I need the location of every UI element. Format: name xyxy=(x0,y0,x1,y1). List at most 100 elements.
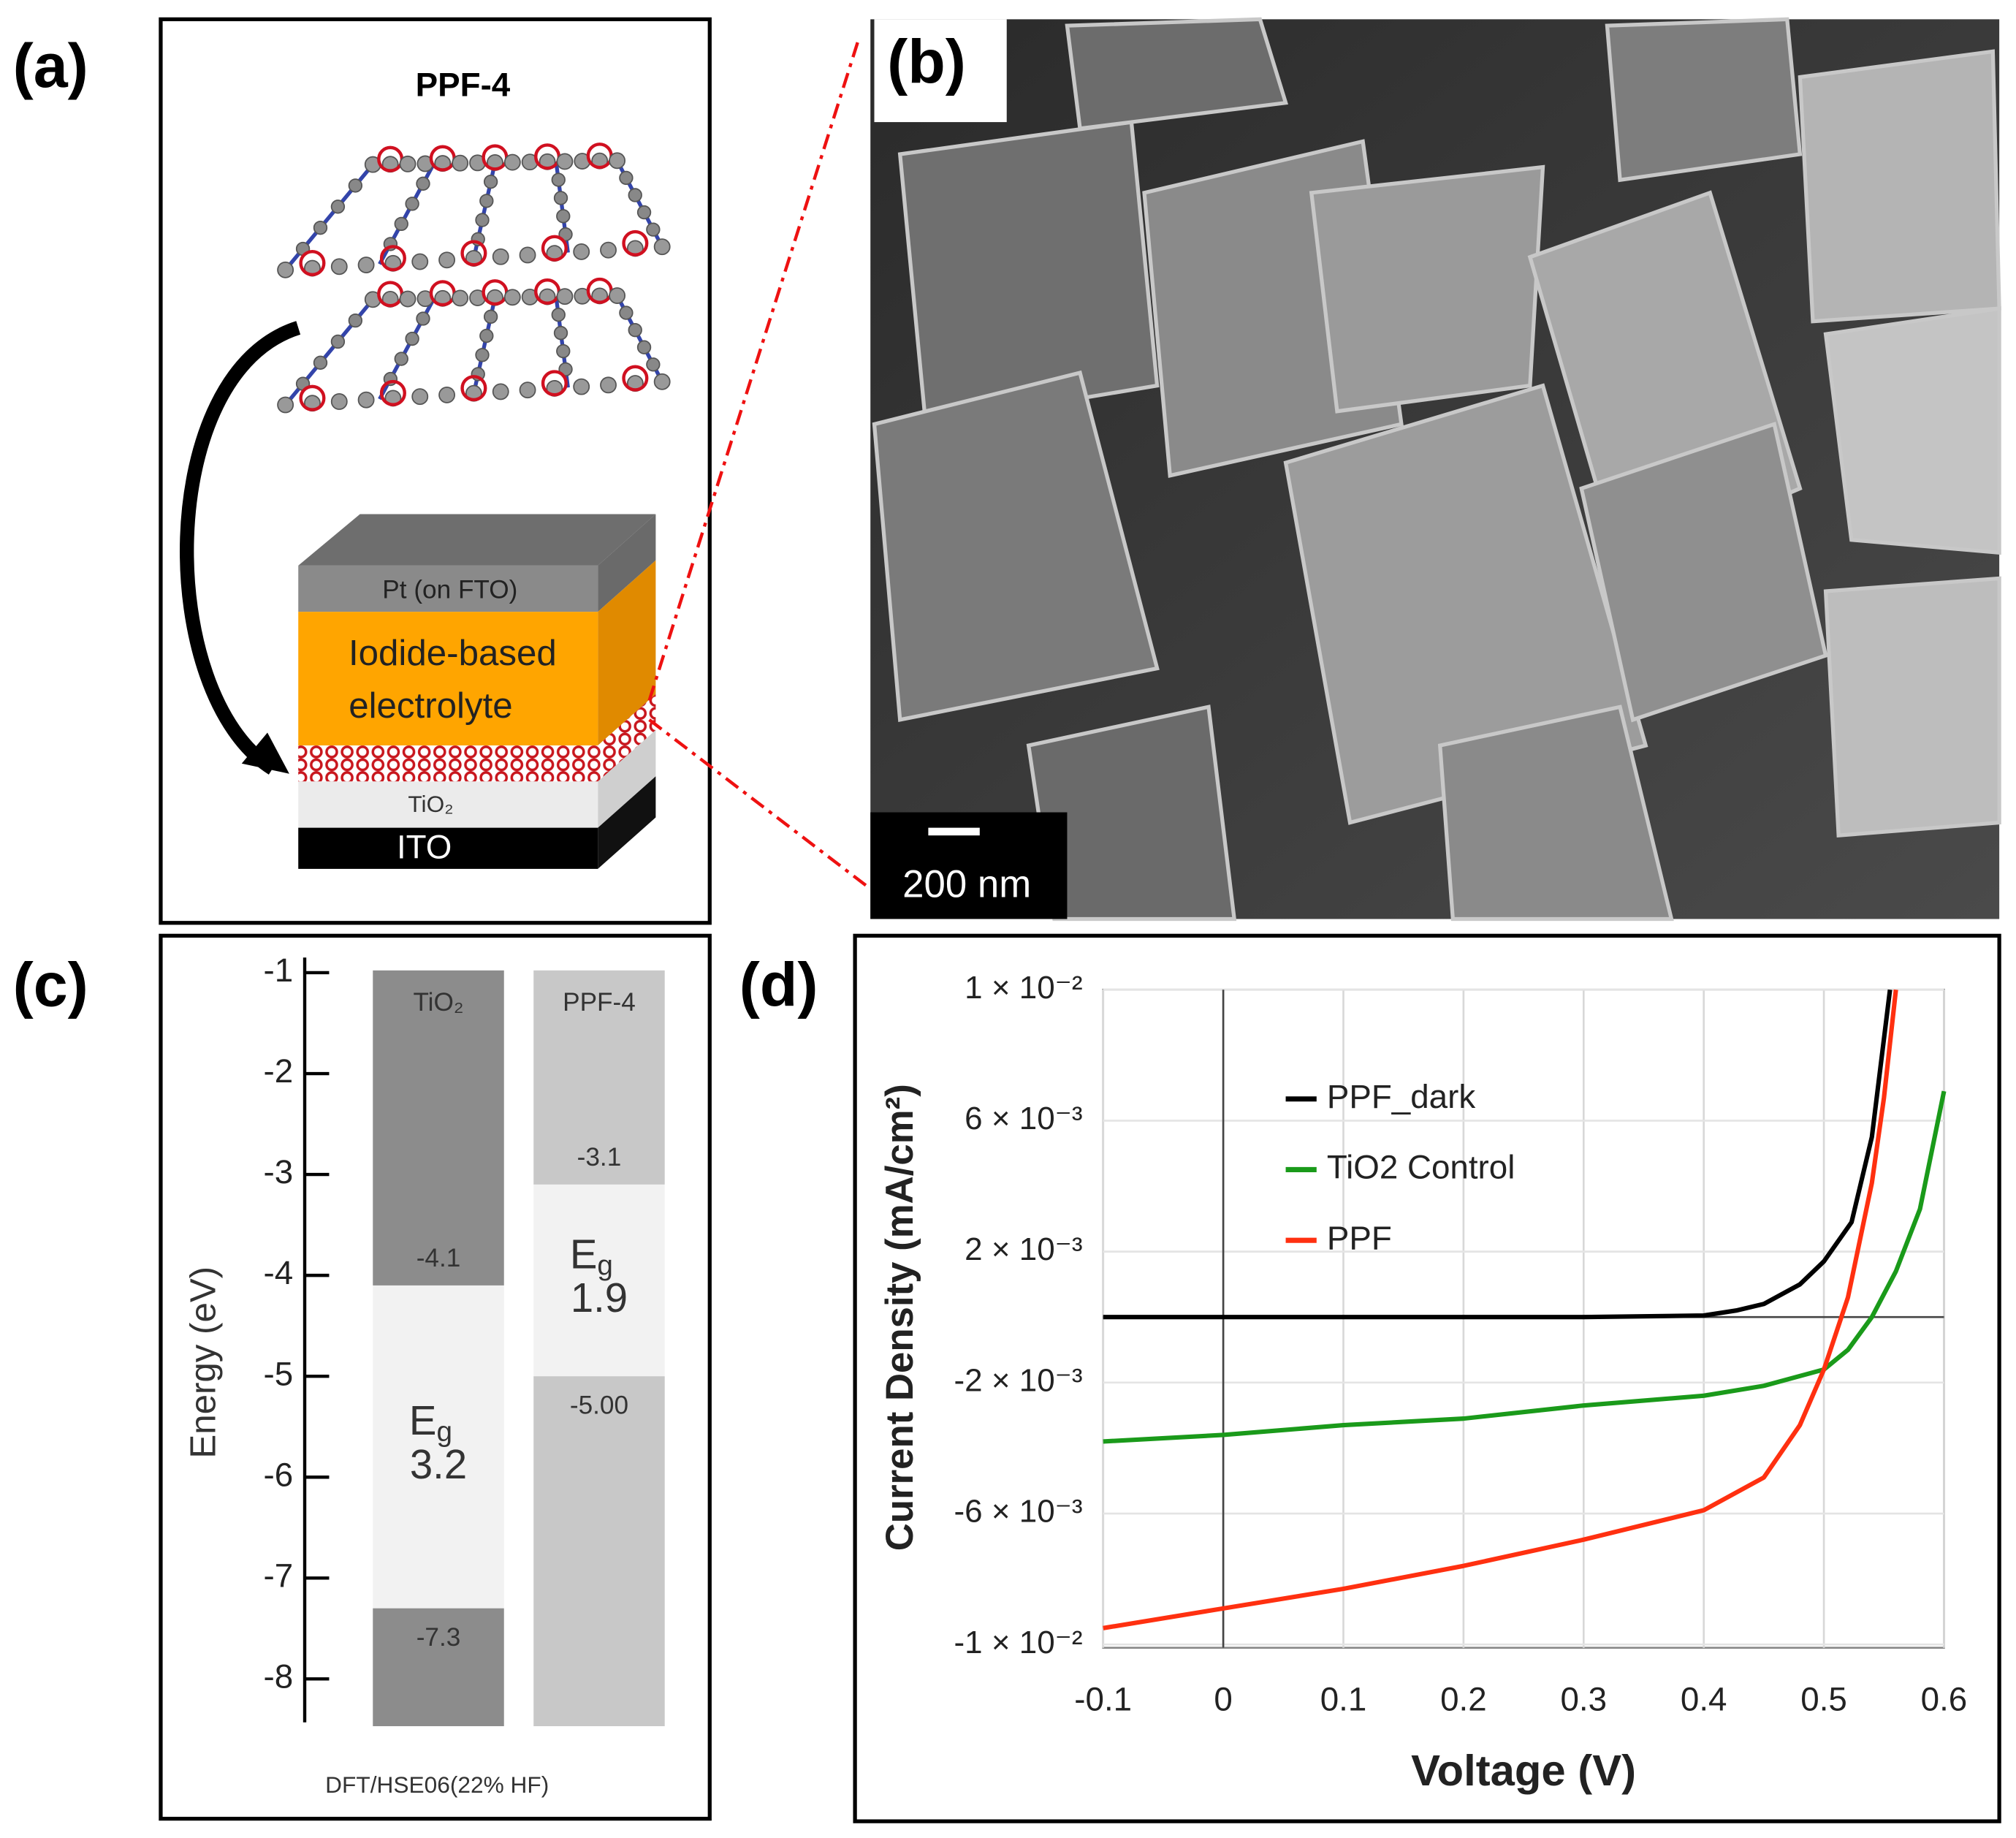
band-edge-label: -5.00 xyxy=(570,1391,628,1420)
atom xyxy=(503,153,521,171)
y-tick-label: -2 × 10⁻³ xyxy=(954,1362,1083,1398)
band-gap-value: 1.9 xyxy=(571,1275,628,1321)
band-edge-label: -4.1 xyxy=(416,1244,461,1272)
y-tick-label: -8 xyxy=(264,1657,294,1695)
atom xyxy=(416,311,430,326)
atom xyxy=(475,348,490,362)
device-side xyxy=(598,776,656,869)
pt-layer xyxy=(298,565,598,612)
atom xyxy=(438,251,456,269)
layer-label: ITO xyxy=(397,829,452,866)
atom xyxy=(330,393,348,410)
atom xyxy=(330,334,346,349)
atom xyxy=(646,222,661,237)
atom xyxy=(553,191,568,205)
atom xyxy=(553,325,568,341)
electrolyte-layer xyxy=(298,612,598,746)
atom xyxy=(558,227,573,242)
x-axis-label: Voltage (V) xyxy=(1411,1746,1636,1795)
layer-label: electrolyte xyxy=(349,686,513,726)
ring xyxy=(622,365,649,392)
band-gap-value: 3.2 xyxy=(410,1441,467,1487)
atom xyxy=(394,352,408,366)
ring xyxy=(541,235,568,262)
atom xyxy=(313,220,328,235)
ring xyxy=(379,379,406,406)
gap-subscript: g xyxy=(436,1416,452,1448)
y-tick-label: -7 xyxy=(264,1557,294,1594)
footnote: DFT/HSE06(22% HF) xyxy=(325,1771,549,1798)
device-side xyxy=(598,729,656,828)
atom xyxy=(330,258,348,276)
atom xyxy=(609,287,626,304)
x-tick-label: 0.2 xyxy=(1440,1681,1487,1718)
gap-symbol: Eg xyxy=(570,1231,613,1281)
atom xyxy=(556,343,571,359)
atom xyxy=(399,290,416,308)
atom xyxy=(558,362,573,377)
panel-a-frame xyxy=(159,17,712,925)
conduction-band xyxy=(533,970,665,1185)
layer-label: Iodide-based xyxy=(349,633,557,673)
atom xyxy=(556,209,571,224)
atom xyxy=(609,152,626,170)
panel-label: (c) xyxy=(13,951,88,1019)
x-tick-label: 0.4 xyxy=(1681,1681,1727,1718)
device-top xyxy=(298,514,656,566)
legend-label: PPF xyxy=(1327,1219,1392,1256)
panel-label: (a) xyxy=(13,31,88,100)
atom xyxy=(277,396,294,414)
ito-layer xyxy=(298,827,598,869)
x-tick-label: 0 xyxy=(1214,1681,1232,1718)
atom xyxy=(438,387,456,403)
atom xyxy=(416,176,430,191)
atom xyxy=(452,289,469,307)
x-tick-label: 0.5 xyxy=(1800,1681,1847,1718)
y-tick-label: -3 xyxy=(264,1153,294,1190)
atom xyxy=(619,170,634,186)
y-tick-label: -6 xyxy=(264,1456,294,1493)
y-tick-label: -1 × 10⁻² xyxy=(954,1625,1083,1660)
conduction-band xyxy=(373,970,504,1286)
atom xyxy=(479,194,494,208)
device-side xyxy=(598,514,656,612)
ring xyxy=(541,370,568,397)
x-tick-label: -0.1 xyxy=(1074,1681,1132,1718)
atom xyxy=(330,200,346,214)
label-box xyxy=(874,19,1007,123)
ppf-layer xyxy=(298,745,598,782)
band-edge-label: -7.3 xyxy=(416,1623,461,1652)
atom xyxy=(452,154,469,172)
atom xyxy=(483,175,498,189)
atom xyxy=(411,388,429,406)
y-tick-label: -5 xyxy=(264,1355,294,1392)
y-tick-label: -6 × 10⁻³ xyxy=(954,1494,1083,1530)
atom xyxy=(519,246,536,264)
zoom-line xyxy=(647,38,861,702)
atom xyxy=(348,313,363,328)
sem-crystals xyxy=(872,17,2001,922)
legend-label: TiO2 Control xyxy=(1327,1149,1515,1186)
x-tick-label: 0.6 xyxy=(1921,1681,1968,1718)
gap-symbol: Eg xyxy=(409,1397,452,1448)
gap-symbol: E xyxy=(409,1397,437,1443)
ring xyxy=(379,245,406,272)
device-side xyxy=(598,560,656,746)
atom xyxy=(653,238,671,256)
atom xyxy=(348,178,363,193)
band-gap xyxy=(533,1184,665,1377)
atom xyxy=(313,355,328,370)
atom xyxy=(405,197,419,211)
gap-symbol: E xyxy=(570,1231,598,1277)
band-gap xyxy=(373,1285,504,1609)
y-axis-label: Energy (eV) xyxy=(183,1267,224,1459)
atom xyxy=(399,155,416,172)
band-edge-label: -3.1 xyxy=(577,1143,622,1171)
ring xyxy=(299,250,326,277)
data-line xyxy=(1103,1090,1947,1444)
scale-bar-label: 200 nm xyxy=(902,862,1031,905)
arrow xyxy=(180,321,301,775)
zoom-line xyxy=(648,718,870,889)
panel-label: (d) xyxy=(739,951,818,1019)
